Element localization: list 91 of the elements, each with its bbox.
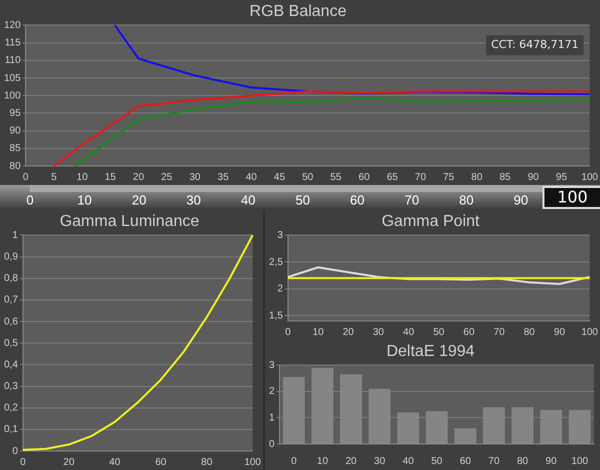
chart-title: Gamma Point [382,213,480,230]
y-tick-label: 0,9 [4,252,18,263]
y-tick-label: 0,5 [4,338,18,349]
y-tick-label: 120 [4,20,22,31]
x-tick-label: 100 [581,326,598,338]
y-tick-label: 0 [12,446,18,457]
x-tick-label: 30 [372,326,384,338]
x-tick-label: 60 [155,456,167,468]
y-tick-label: 0,6 [4,316,18,328]
x-tick-label: 5 [51,172,58,183]
y-tick-label: 0,8 [4,273,18,284]
x-tick-label: 90 [546,456,558,467]
x-tick-label: 80 [524,326,536,338]
y-tick-label: 100 [4,90,22,102]
x-tick-label: 20 [342,326,354,338]
x-tick-label: 40 [240,192,256,208]
x-tick-label: 100 [244,456,262,468]
x-tick-label: 80 [459,192,474,208]
x-tick-label: 20 [132,192,146,208]
x-tick-label: 90 [528,172,540,183]
x-tick-label: 90 [514,192,528,208]
x-tick-label: 60 [463,326,475,338]
x-tick-label: 10 [312,326,324,338]
y-tick-label: 2 [269,386,275,398]
x-tick-label: 20 [132,172,144,183]
y-tick-label: 3 [277,230,284,241]
x-tick-label: 25 [161,172,173,183]
y-tick-label: 0,4 [4,359,18,370]
chart-title: RGB Balance [250,3,347,20]
x-tick-label: 75 [443,172,455,183]
x-tick-label: 70 [414,172,426,183]
y-tick-label: 1,5 [268,310,284,322]
x-tick-label: 20 [63,456,75,468]
y-tick-label: 0,3 [4,381,18,392]
x-tick-label: 50 [433,326,445,338]
x-tick-label: 65 [386,172,398,183]
x-tick-label: 20 [345,456,358,467]
x-tick-label: 35 [218,172,230,183]
x-tick-label: 30 [374,456,386,467]
annotation: CCT: 6478,7171 [491,38,579,52]
x-tick-label: 10 [316,456,328,467]
y-tick-label: 110 [4,55,22,66]
x-tick-label: 10 [76,172,88,183]
y-tick-label: 1 [12,230,18,241]
x-tick-label: 90 [554,326,566,338]
x-tick-label: 10 [77,192,92,208]
x-tick-label: 40 [402,456,414,467]
x-tick-label: 45 [274,172,286,183]
y-tick-label: 3 [269,360,275,371]
x-tick-label: 70 [404,192,420,208]
chart-title: Gamma Luminance [60,213,200,230]
x-tick-label: 60 [460,456,472,467]
x-tick-label: 70 [488,456,500,467]
x-tick-label: 50 [302,172,314,183]
x-tick-label: 60 [350,192,365,208]
x-tick-label: 30 [186,192,201,208]
y-tick-label: 2 [277,284,284,295]
x-tick-label: 60 [358,172,370,183]
y-tick-label: 80 [10,160,22,172]
x-tick-label: 40 [403,326,415,338]
x-tick-label: 0 [22,172,29,183]
y-tick-label: 95 [10,108,22,119]
x-tick-label: 85 [500,172,512,183]
x-tick-label: 80 [201,456,213,468]
x-tick-label: 0 [285,326,292,338]
y-tick-label: 0,2 [4,402,18,414]
x-tick-label: 80 [516,456,529,467]
x-tick-label: 40 [109,456,121,468]
y-tick-label: 0,1 [4,424,18,436]
x-tick-label: 50 [431,456,443,467]
chart-title: DeltaE 1994 [386,343,475,360]
x-tick-label: 50 [295,192,310,208]
x-tick-label: 100 [571,456,588,467]
x-tick-label: 0 [26,192,34,208]
y-tick-label: 1 [269,412,275,424]
y-tick-label: 2,5 [268,256,284,268]
x-tick-label: 30 [189,172,201,183]
x-tick-label: 55 [330,172,342,183]
y-tick-label: 115 [4,38,22,49]
y-tick-label: 85 [10,143,22,154]
y-tick-label: 90 [10,126,22,137]
x-tick-label: 15 [104,172,116,183]
x-tick-label: 95 [556,172,568,183]
y-tick-label: 0,7 [4,294,18,306]
x-tick-label: 80 [471,172,483,183]
x-tick-label: 40 [246,172,258,183]
x-tick-label: 100 [581,172,598,183]
x-tick-label: 70 [494,326,506,338]
y-tick-label: 105 [4,72,22,84]
y-tick-label: 0 [269,438,275,450]
x-tick-label: 0 [291,456,298,467]
